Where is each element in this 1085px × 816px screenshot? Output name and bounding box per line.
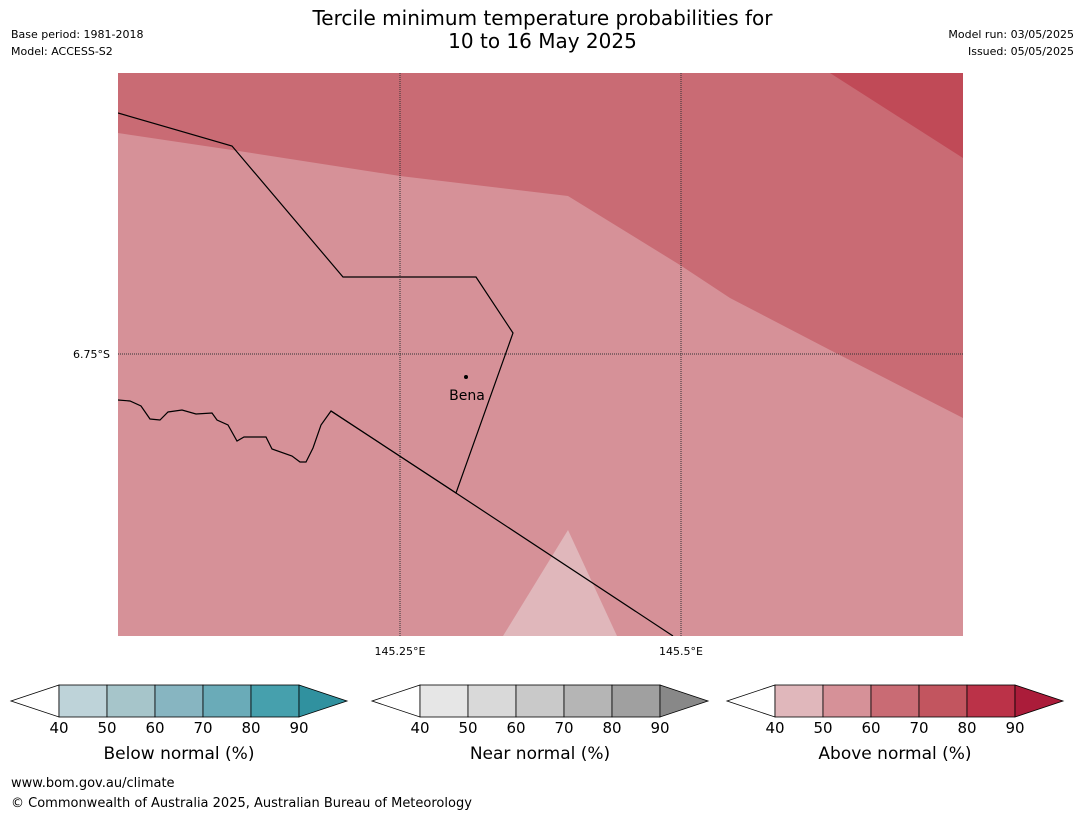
near-normal-colorbar <box>370 684 710 718</box>
near-colorbar-tick-label: 90 <box>650 719 670 737</box>
below-colorbar-tick-label: 90 <box>289 719 309 737</box>
region-above-60-70 <box>118 73 963 418</box>
boundary-lines <box>118 112 674 636</box>
below-normal-label: Below normal (%) <box>103 744 255 764</box>
above-normal-colorbar <box>725 684 1065 718</box>
region-above-70-80 <box>830 73 963 158</box>
forecast-map: Bena 6.75°S 145.25°E 145.5°E <box>73 73 963 658</box>
below-colorbar-tick-label: 40 <box>49 719 69 737</box>
base-period-text: Base period: 1981-2018 <box>11 28 144 41</box>
above-colorbar-tick-label: 50 <box>813 719 833 737</box>
above-colorbar-segment <box>918 684 968 718</box>
province-boundary <box>118 112 514 494</box>
near-colorbar-tick-label: 80 <box>602 719 622 737</box>
near-colorbar-tick-label: 70 <box>554 719 574 737</box>
above-colorbar-tick-label: 80 <box>957 719 977 737</box>
map-title: Tercile minimum temperature probabilitie… <box>0 7 1085 53</box>
near-colorbar-segment <box>467 684 517 718</box>
above-colorbar-high-arrow <box>1014 684 1065 718</box>
below-colorbar-high-arrow <box>298 684 349 718</box>
place-marker <box>464 375 468 379</box>
below-colorbar-segment <box>202 684 252 718</box>
below-colorbar-tick-label: 50 <box>97 719 117 737</box>
longitude-label-2: 145.5°E <box>659 645 703 658</box>
near-colorbar-tick-label: 60 <box>506 719 526 737</box>
below-colorbar-segment <box>250 684 300 718</box>
title-line-2: 10 to 16 May 2025 <box>448 29 637 53</box>
region-above-40-50 <box>503 530 617 636</box>
below-colorbar-tick-label: 80 <box>241 719 261 737</box>
above-colorbar-tick-label: 90 <box>1005 719 1025 737</box>
above-normal-label: Above normal (%) <box>818 744 972 764</box>
model-text: Model: ACCESS-S2 <box>11 45 113 58</box>
above-colorbar-segment <box>774 684 824 718</box>
longitude-label-1: 145.25°E <box>375 645 426 658</box>
footer: www.bom.gov.au/climate © Commonwealth of… <box>11 774 472 814</box>
below-colorbar-segment <box>154 684 204 718</box>
near-colorbar-segment <box>419 684 469 718</box>
above-colorbar-segment <box>966 684 1016 718</box>
near-colorbar-segment <box>515 684 565 718</box>
footer-copyright: © Commonwealth of Australia 2025, Austra… <box>11 796 472 811</box>
province-boundary-south <box>330 410 674 636</box>
model-run-text: Model run: 03/05/2025 <box>948 28 1074 41</box>
meta-right: Model run: 03/05/2025 Issued: 05/05/2025 <box>948 26 1074 60</box>
near-colorbar-tick-label: 40 <box>410 719 430 737</box>
below-normal-colorbar <box>9 684 349 718</box>
below-colorbar-tick-label: 70 <box>193 719 213 737</box>
issued-text: Issued: 05/05/2025 <box>967 45 1074 58</box>
near-colorbar-tick-label: 50 <box>458 719 478 737</box>
above-colorbar-tick-label: 60 <box>861 719 881 737</box>
near-colorbar-high-arrow <box>659 684 710 718</box>
place-label: Bena <box>449 388 485 404</box>
below-colorbar-tick-label: 60 <box>145 719 165 737</box>
above-colorbar-segment <box>822 684 872 718</box>
above-colorbar-tick-label: 40 <box>765 719 785 737</box>
graticule <box>118 73 963 636</box>
near-colorbar-segment <box>611 684 661 718</box>
above-colorbar-low-arrow <box>725 684 776 718</box>
near-colorbar-segment <box>563 684 613 718</box>
latitude-label: 6.75°S <box>73 348 110 361</box>
meta-left: Base period: 1981-2018 Model: ACCESS-S2 <box>11 26 143 60</box>
above-colorbar-tick-label: 70 <box>909 719 929 737</box>
above-colorbar-segment <box>870 684 920 718</box>
footer-url: www.bom.gov.au/climate <box>11 776 175 791</box>
title-line-1: Tercile minimum temperature probabilitie… <box>312 6 773 30</box>
near-normal-label: Near normal (%) <box>469 744 611 764</box>
